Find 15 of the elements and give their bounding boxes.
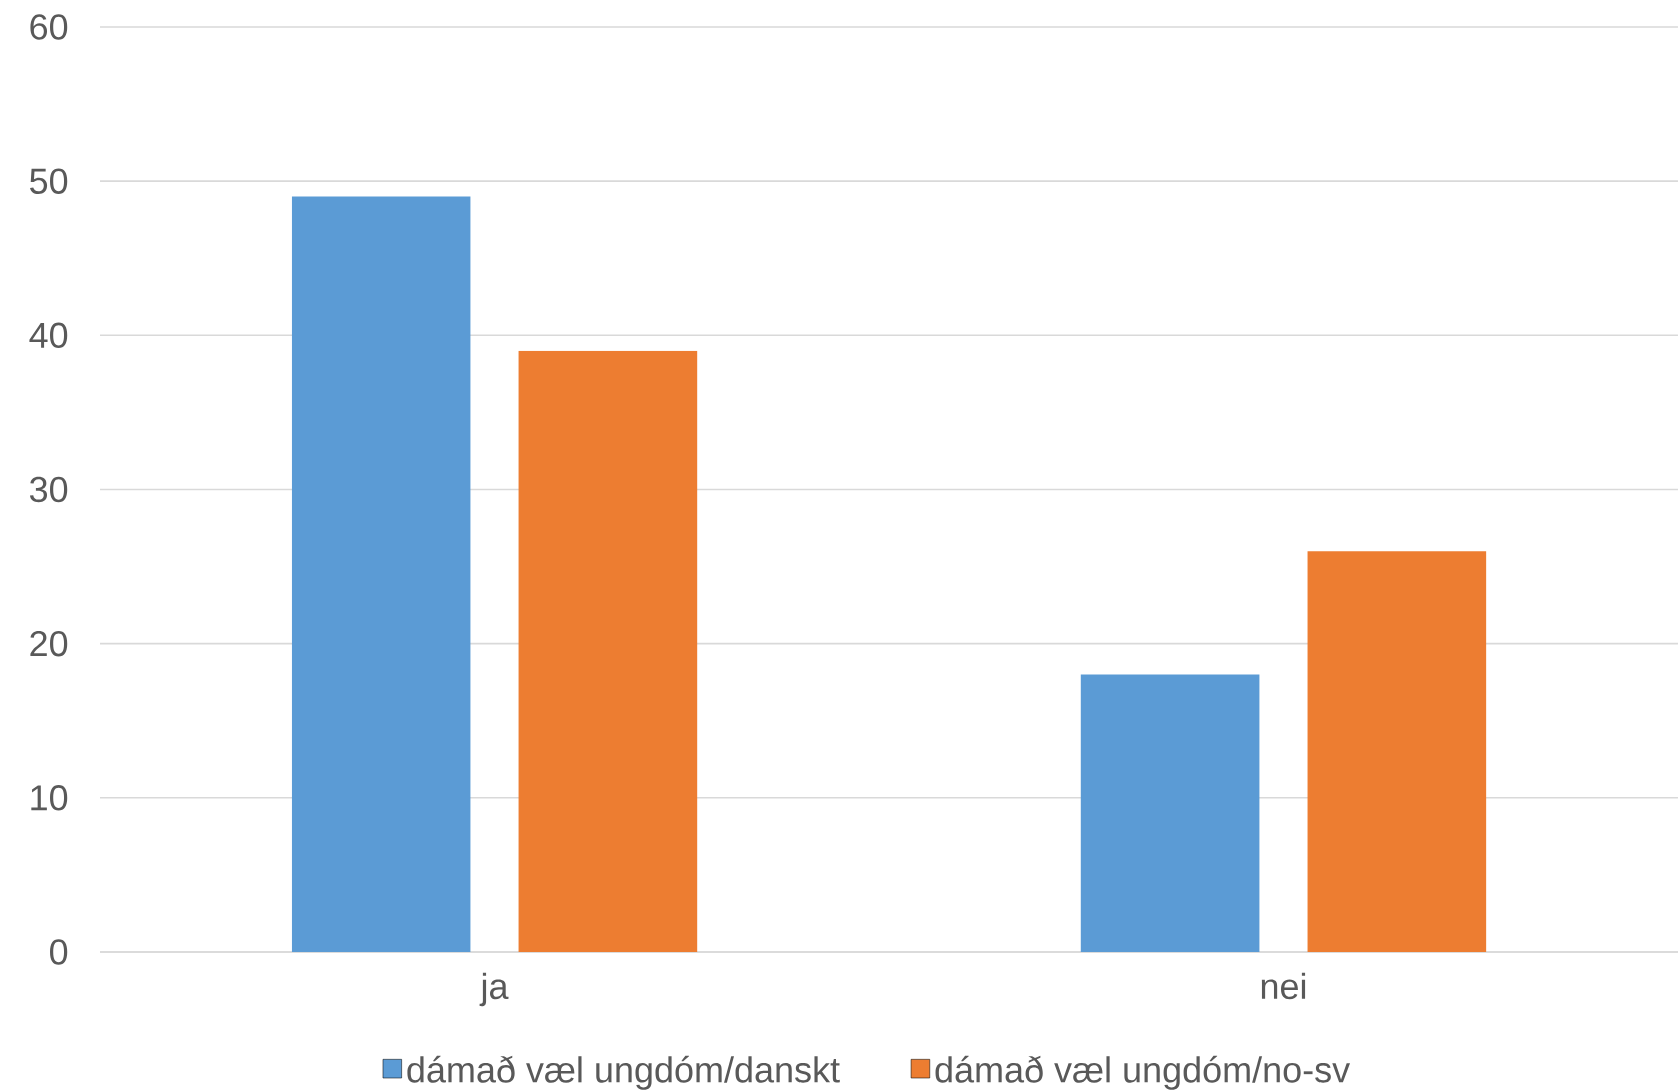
y-tick-label: 40 — [29, 322, 68, 349]
y-tick-label: 10 — [31, 785, 68, 811]
y-tick-label: 0 — [50, 939, 68, 965]
y-tick-label: 50 — [30, 168, 68, 194]
bar — [1080, 674, 1260, 952]
y-tick-label: 20 — [30, 630, 68, 657]
legend-label: dámað væl ungdóm/no-sv — [935, 1055, 1351, 1090]
x-tick-label: nei — [1261, 972, 1306, 1000]
bar — [518, 350, 698, 952]
legend-label: dámað væl ungdóm/danskt — [407, 1055, 840, 1090]
y-tick-label: 30 — [29, 476, 68, 503]
x-tick-label: ja — [479, 972, 509, 1007]
bar — [291, 196, 471, 952]
y-tick-label: 60 — [30, 14, 68, 40]
bar — [1307, 551, 1487, 952]
